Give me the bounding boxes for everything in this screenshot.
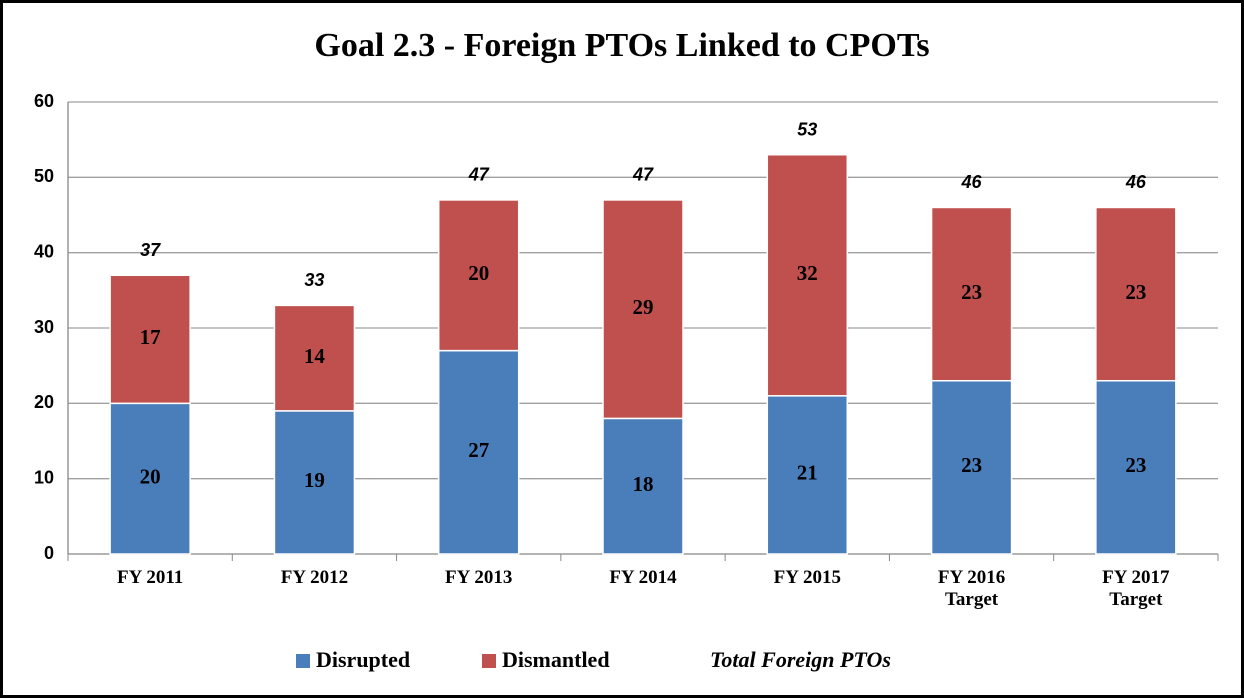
bar-segment <box>437 199 520 352</box>
bar-segment <box>930 206 1013 382</box>
bar-segment <box>766 153 849 397</box>
total-label: 53 <box>797 119 817 139</box>
x-tick-label: FY 2011 <box>116 567 184 588</box>
value-label: 23 <box>961 280 982 304</box>
bar-segment <box>273 304 356 412</box>
value-label: 14 <box>304 344 326 368</box>
value-label: 27 <box>468 438 489 462</box>
value-label: 18 <box>633 472 654 496</box>
bar-segment <box>109 274 191 405</box>
bar-segment <box>602 199 684 420</box>
bar-segment <box>1095 206 1177 382</box>
value-label: 20 <box>468 261 489 285</box>
value-label: 23 <box>961 453 982 477</box>
total-label: 33 <box>304 270 324 290</box>
value-label: 17 <box>140 325 161 349</box>
total-label: 47 <box>632 165 654 185</box>
total-label: 37 <box>140 240 161 260</box>
x-tick-label: FY 2016 Target <box>937 567 1006 610</box>
x-tick-label: FY 2012 <box>280 567 349 588</box>
value-label: 23 <box>1125 280 1146 304</box>
bar-segment <box>273 410 356 555</box>
legend-swatch <box>482 654 496 668</box>
legend-swatch <box>296 654 310 668</box>
bar-segment <box>930 379 1013 555</box>
value-label: 29 <box>633 295 654 319</box>
y-tick-label: 20 <box>34 392 54 412</box>
y-tick-label: 60 <box>34 91 54 111</box>
legend-label: Disrupted <box>316 647 410 672</box>
y-tick-label: 0 <box>44 543 54 563</box>
value-label: 19 <box>304 468 325 492</box>
bar-segment <box>437 349 520 555</box>
value-label: 20 <box>140 464 161 488</box>
y-tick-label: 40 <box>34 241 54 261</box>
x-tick-label: FY 2015 <box>773 567 841 588</box>
bar-segment <box>602 417 684 555</box>
y-tick-label: 30 <box>34 317 54 337</box>
total-label: 47 <box>468 165 490 185</box>
bar-segment <box>766 395 849 555</box>
value-label: 21 <box>797 461 818 485</box>
y-tick-label: 50 <box>34 166 54 186</box>
total-label: 46 <box>1125 172 1147 192</box>
x-tick-label: FY 2014 <box>609 567 677 588</box>
total-label: 46 <box>961 172 983 192</box>
legend-label: Dismantled <box>502 647 610 672</box>
chart-title: Goal 2.3 - Foreign PTOs Linked to CPOTs <box>314 27 929 64</box>
x-tick-label: FY 2017 Target <box>1102 567 1170 610</box>
bar-segment <box>109 402 191 555</box>
x-tick-label: FY 2013 <box>445 567 513 588</box>
value-label: 32 <box>797 261 818 285</box>
legend-label: Total Foreign PTOs <box>710 647 891 672</box>
y-tick-label: 10 <box>34 467 54 487</box>
value-label: 23 <box>1125 453 1146 477</box>
